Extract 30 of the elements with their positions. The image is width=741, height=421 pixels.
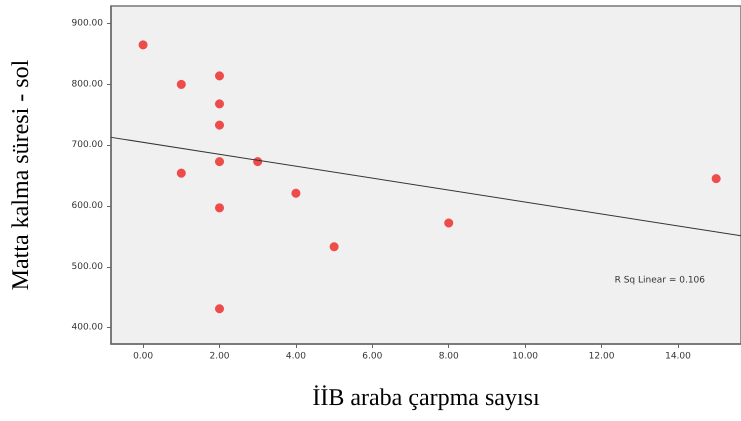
x-tick-label: 14.00: [665, 352, 692, 362]
y-axis-title: Matta kalma süresi - sol: [8, 59, 34, 290]
y-tick-label: 800.00: [72, 79, 104, 90]
point: [215, 120, 224, 130]
point: [712, 174, 721, 184]
point: [215, 99, 224, 108]
point: [444, 218, 454, 228]
x-tick-label: 8.00: [438, 352, 460, 362]
y-tick-label: 400.00: [72, 322, 104, 333]
point: [215, 157, 224, 166]
x-axis-title: İİB araba çarpma sayısı: [312, 385, 540, 411]
point: [138, 40, 148, 50]
point: [176, 80, 186, 89]
x-tick-label: 2.00: [209, 352, 230, 362]
point: [215, 71, 224, 80]
point: [215, 304, 224, 314]
x-tick-label: 10.00: [512, 352, 538, 362]
point: [291, 188, 300, 198]
annotation: R Sq Linear = 0.106: [614, 276, 706, 286]
y-tick-label: 500.00: [72, 262, 104, 272]
x-tick-label: 12.00: [588, 352, 615, 362]
y-tick-label: 600.00: [72, 201, 104, 212]
point: [215, 203, 224, 212]
point: [330, 242, 339, 252]
x-tick-label: 0.00: [133, 352, 154, 362]
y-tick-label: 900.00: [72, 18, 104, 29]
point: [176, 168, 186, 178]
x-tick-label: 6.00: [362, 352, 383, 362]
y-tick-label: 700.00: [72, 140, 104, 150]
x-tick-label: 4.00: [286, 352, 306, 362]
